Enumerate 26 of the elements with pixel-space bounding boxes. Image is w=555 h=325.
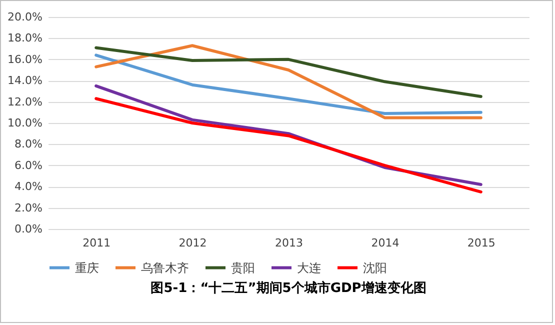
y-tick-label: 8.0% xyxy=(14,138,42,151)
legend-label: 重庆 xyxy=(75,260,99,275)
x-tick-label: 2012 xyxy=(178,236,207,250)
legend-label: 贵阳 xyxy=(231,260,255,275)
y-tick-label: 18.0% xyxy=(8,32,42,45)
x-tick-label: 2014 xyxy=(371,236,400,250)
y-tick-label: 20.0% xyxy=(8,10,42,24)
y-tick-label: 6.0% xyxy=(14,158,42,172)
line-series xyxy=(94,44,482,120)
y-tick-label: 14.0% xyxy=(8,74,42,88)
x-tick-label: 2011 xyxy=(82,236,111,250)
y-tick-label: 10.0% xyxy=(8,116,42,130)
legend-label: 大连 xyxy=(297,260,321,275)
y-tick-label: 0.0% xyxy=(14,222,42,236)
x-tick-label: 2013 xyxy=(275,236,303,250)
line-series xyxy=(94,54,482,115)
legend-label: 沈阳 xyxy=(363,260,387,275)
x-tick-label: 2015 xyxy=(467,236,496,250)
y-tick-label: 2.0% xyxy=(14,201,42,214)
text: 图5-1：“十二五”期间5个城市GDP增速变化图 xyxy=(150,280,426,296)
line-series xyxy=(94,97,482,194)
y-tick-label: 12.0% xyxy=(8,95,42,108)
line-series xyxy=(94,46,482,98)
y-tick-label: 4.0% xyxy=(14,180,42,194)
y-tick-label: 16.0% xyxy=(8,52,42,66)
legend-label: 乌鲁木齐 xyxy=(141,260,189,275)
